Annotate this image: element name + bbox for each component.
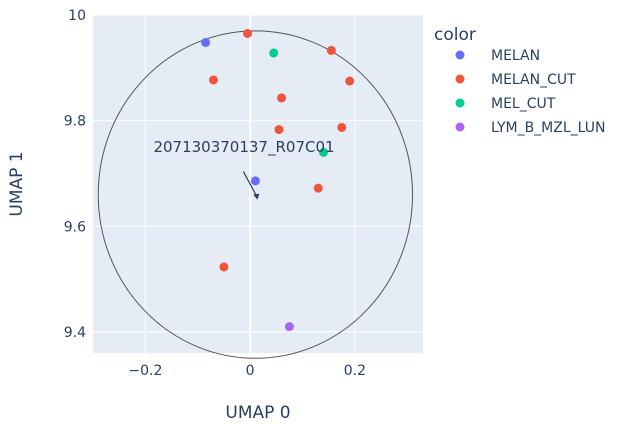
legend-marker[interactable] (455, 50, 465, 60)
y-tick-label: 10 (68, 8, 86, 24)
data-point[interactable] (345, 76, 355, 86)
legend-marker[interactable] (455, 122, 465, 132)
x-axis-title: UMAP 0 (225, 403, 290, 423)
y-tick-label: 9.4 (64, 325, 86, 341)
legend-label[interactable]: MELAN (491, 48, 540, 64)
x-tick-labels: −0.2 0 0.2 (128, 363, 366, 379)
data-points (201, 28, 355, 332)
data-point[interactable] (201, 37, 211, 47)
annotation-arrow (242, 171, 258, 198)
y-axis-title: UMAP 1 (7, 151, 27, 216)
data-point[interactable] (219, 262, 229, 272)
legend-label[interactable]: MEL_CUT (491, 96, 556, 112)
y-tick-labels: 9.4 9.6 9.8 10 (64, 8, 86, 341)
legend-title: color (434, 25, 476, 45)
circle-shape (97, 30, 414, 359)
x-tick-label: −0.2 (128, 363, 162, 379)
data-point[interactable] (337, 122, 347, 132)
data-point[interactable] (250, 176, 260, 186)
data-point[interactable] (284, 322, 294, 332)
legend-label[interactable]: MELAN_CUT (491, 72, 576, 88)
annotation-label: 207130370137_R07C01 (153, 138, 334, 157)
data-point[interactable] (269, 48, 279, 58)
legend-marker[interactable] (455, 98, 465, 108)
annotation-arrowhead (253, 193, 260, 200)
data-point[interactable] (274, 125, 284, 135)
circle-shape-layer (97, 30, 414, 359)
legend-marker[interactable] (455, 74, 465, 84)
y-tick-label: 9.6 (64, 219, 86, 235)
legend: color MELAN MELAN_CUT MEL_CUT LYM_B_MZL_LUN (434, 25, 605, 136)
data-point[interactable] (243, 28, 253, 38)
legend-label[interactable]: LYM_B_MZL_LUN (491, 120, 605, 136)
data-point[interactable] (208, 75, 218, 85)
x-tick-label: 0 (246, 363, 255, 379)
data-point[interactable] (277, 93, 287, 103)
data-point[interactable] (313, 183, 323, 193)
x-tick-label: 0.2 (344, 363, 366, 379)
data-point[interactable] (318, 147, 328, 157)
y-tick-label: 9.8 (64, 114, 86, 130)
annotation-layer: 207130370137_R07C01 (153, 138, 335, 200)
data-point[interactable] (326, 45, 336, 55)
